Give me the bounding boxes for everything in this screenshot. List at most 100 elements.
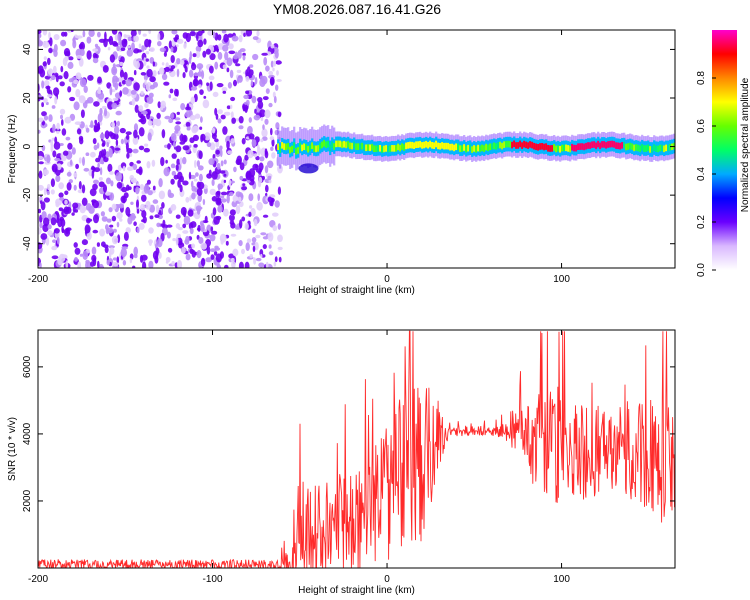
signal-core (495, 143, 498, 150)
noise-blob (186, 126, 191, 131)
noise-blob (132, 135, 139, 145)
signal-core (363, 144, 366, 151)
noise-blob (51, 105, 56, 109)
noise-blob (89, 188, 97, 197)
noise-blob (67, 86, 72, 93)
noise-blob (276, 79, 282, 82)
noise-blob (171, 170, 176, 176)
noise-blob (263, 56, 268, 66)
noise-blob (195, 51, 201, 58)
signal-core (575, 144, 578, 152)
signal-core (403, 144, 406, 151)
noise-blob (267, 175, 272, 180)
noise-blob (173, 174, 179, 180)
y-tick-label: 2000 (22, 489, 33, 512)
noise-blob (121, 38, 128, 48)
noise-blob (259, 109, 266, 118)
noise-blob (236, 77, 240, 84)
noise-blob (245, 75, 250, 82)
noise-blob (209, 188, 216, 196)
noise-blob (182, 156, 187, 165)
noise-blob (193, 144, 198, 148)
noise-blob (272, 67, 275, 72)
noise-blob (182, 72, 186, 79)
noise-blob (239, 175, 244, 181)
noise-blob (44, 75, 52, 80)
noise-blob (48, 47, 53, 54)
signal-core (649, 146, 652, 153)
noise-blob (174, 117, 181, 121)
signal-core (547, 145, 550, 152)
noise-blob (238, 196, 242, 203)
noise-blob (224, 51, 229, 61)
x-tick-label: -100 (203, 574, 223, 585)
noise-blob (132, 265, 136, 268)
signal-core (557, 145, 560, 152)
noise-blob (194, 160, 197, 168)
signal-core (481, 144, 484, 152)
noise-blob (115, 77, 120, 83)
signal-core (399, 144, 402, 152)
signal-core (411, 141, 414, 149)
noise-blob (260, 232, 267, 236)
signal-core (657, 145, 660, 153)
noise-blob (171, 30, 178, 35)
signal-core (569, 145, 572, 153)
noise-blob (109, 86, 113, 96)
noise-blob (249, 205, 253, 209)
noise-blob (185, 253, 191, 261)
noise-blob (38, 155, 44, 160)
signal-core (517, 142, 520, 149)
noise-blob (46, 190, 50, 195)
noise-blob (272, 212, 279, 217)
signal-core (333, 143, 336, 150)
noise-blob (147, 120, 153, 126)
noise-blob (238, 125, 244, 130)
signal-core (387, 145, 390, 153)
noise-blob (99, 228, 106, 237)
signal-core (655, 145, 658, 152)
noise-blob (158, 178, 163, 188)
signal-core (529, 141, 532, 148)
noise-blob (253, 153, 258, 158)
noise-blob (202, 99, 210, 109)
noise-blob (79, 253, 83, 257)
noise-blob (183, 209, 187, 218)
noise-blob (264, 150, 269, 159)
noise-blob (226, 140, 230, 150)
noise-blob (152, 199, 159, 204)
signal-core (297, 147, 300, 154)
noise-blob (246, 238, 252, 243)
noise-blob (112, 261, 119, 267)
noise-blob (52, 65, 57, 74)
noise-blob (69, 96, 76, 102)
noise-blob (115, 139, 119, 147)
signal-core (483, 145, 486, 152)
signal-core (585, 142, 588, 150)
noise-blob (154, 214, 160, 219)
noise-blob (91, 199, 97, 204)
signal-core (361, 142, 364, 150)
noise-blob (121, 186, 128, 193)
noise-blob (175, 214, 181, 219)
noise-blob (44, 123, 48, 127)
signal-core (633, 144, 636, 152)
noise-blob (228, 253, 235, 259)
noise-blob (231, 261, 236, 268)
noise-blob (175, 223, 181, 229)
x-tick-label: 0 (384, 274, 390, 285)
noise-blob (248, 64, 254, 68)
signal-core (439, 143, 442, 150)
noise-blob (249, 254, 253, 259)
noise-blob (277, 223, 281, 230)
noise-blob (111, 102, 118, 110)
noise-blob (59, 143, 64, 146)
noise-blob (175, 121, 182, 125)
noise-blob (148, 92, 154, 99)
noise-blob (111, 215, 117, 222)
noise-blob (206, 142, 212, 148)
noise-blob (208, 75, 215, 81)
noise-blob (255, 155, 260, 161)
noise-blob (225, 240, 229, 246)
noise-blob (220, 114, 226, 120)
